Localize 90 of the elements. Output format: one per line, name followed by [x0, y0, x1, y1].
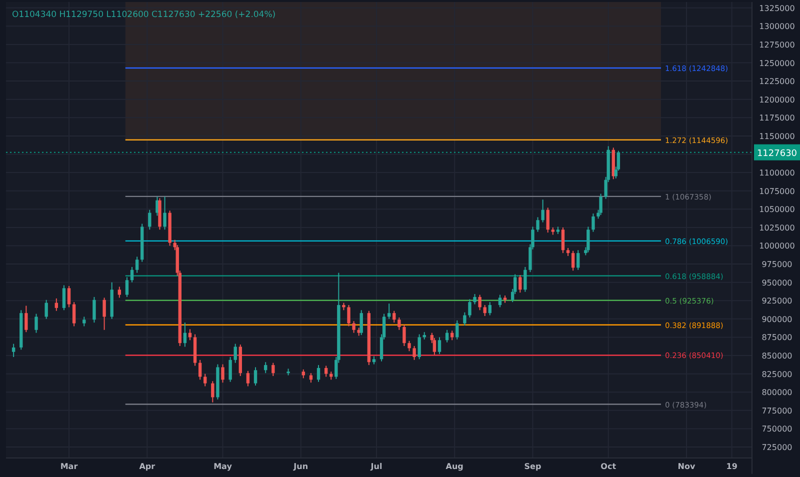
candlestick [347, 304, 350, 327]
candlestick [148, 209, 152, 230]
y-tick-label: 875000 [762, 333, 792, 342]
y-tick-label: 1200000 [759, 95, 795, 104]
candlestick [316, 364, 320, 382]
x-tick-label: Nov [678, 462, 696, 471]
y-tick-label: 725000 [762, 443, 792, 452]
y-tick-label: 1050000 [759, 205, 795, 214]
x-tick-label: Apr [139, 462, 156, 471]
y-tick-label: 1000000 [759, 242, 795, 251]
candlestick [246, 370, 250, 387]
candlestick [352, 320, 356, 334]
annotation: O1104340 H1129750 L1102600 C1127630 +22560 (+2.04%) [12, 10, 276, 20]
y-tick-label: 800000 [762, 388, 792, 398]
candlestick [198, 359, 202, 380]
candlestick [473, 294, 476, 305]
y-tick-label: 825000 [762, 370, 792, 379]
y-tick-label: 1025000 [759, 223, 795, 232]
candlestick [228, 356, 232, 382]
candlestick [130, 266, 134, 283]
candlestick [456, 320, 459, 340]
y-tick-label: 1325000 [759, 4, 795, 13]
candlestick [221, 364, 224, 384]
candlestick [498, 294, 502, 308]
candlestick [254, 366, 258, 386]
candlestick [488, 302, 492, 316]
ref-line-label: 1127630 [756, 148, 798, 159]
x-tick-label: Aug [446, 462, 464, 471]
candlestick [392, 310, 396, 324]
y-tick-label: 900000 [762, 314, 792, 324]
y-tick-label: 1175000 [759, 114, 795, 123]
y-tick-label: 950000 [762, 278, 792, 288]
candlestick [135, 256, 139, 274]
candlestick [438, 336, 442, 355]
x-tick-label: Jun [292, 462, 308, 471]
candlestick [324, 365, 328, 378]
x-tick-label: Mar [60, 462, 78, 471]
candlestick [204, 373, 207, 387]
candlestick [546, 207, 550, 234]
y-tick-label: 850000 [762, 352, 792, 361]
candlestick [264, 362, 268, 374]
candlestick [272, 362, 275, 377]
candlestick [118, 286, 122, 298]
y-tick-label: 1100000 [759, 168, 795, 178]
y-tick-label: 1225000 [759, 77, 795, 86]
candlestick [234, 343, 237, 364]
candlestick [541, 199, 544, 223]
candlestick [478, 294, 482, 311]
y-tick-label: 1075000 [759, 186, 795, 196]
candlestick [82, 316, 86, 327]
y-tick-label: 1275000 [759, 40, 795, 50]
candlestick [408, 340, 411, 352]
candlestick [92, 296, 96, 324]
candlestick [586, 226, 590, 253]
candlestick [412, 346, 416, 360]
y-tick-label: 775000 [762, 406, 792, 416]
x-tick-label: Jul [370, 462, 382, 471]
candlestick [571, 250, 575, 272]
candlestick [418, 334, 421, 360]
candlestick [72, 302, 76, 327]
candlestick [592, 213, 595, 232]
x-tick-label: Sep [524, 462, 542, 471]
candlestick [524, 266, 527, 292]
y-tick-label: 975000 [762, 260, 792, 270]
candlestick [125, 276, 129, 298]
candlestick [518, 274, 522, 294]
candlestick [599, 193, 602, 216]
y-tick-label: 1300000 [759, 22, 795, 32]
x-tick-label: 19 [726, 462, 738, 471]
y-tick-label: 1150000 [759, 132, 795, 141]
y-tick-label: 925000 [762, 296, 792, 306]
x-tick-label: May [214, 462, 233, 471]
candlestick [67, 285, 71, 308]
candlestick [360, 310, 363, 336]
y-tick-label: 1250000 [759, 58, 795, 68]
candlestick [576, 250, 580, 270]
candlestick [468, 298, 472, 318]
y-tick-label: 750000 [762, 424, 792, 434]
candlestick [102, 297, 106, 330]
candlestick [536, 216, 540, 232]
candlestick [211, 380, 214, 403]
candlestick [432, 337, 436, 356]
candlestick [561, 226, 565, 254]
candlestick [402, 324, 406, 347]
x-tick-label: Oct [600, 462, 616, 471]
candlestick [483, 304, 486, 317]
candlestick [463, 312, 466, 326]
candlestick [183, 322, 187, 348]
candlestick [163, 196, 166, 230]
candlestick [398, 316, 401, 330]
